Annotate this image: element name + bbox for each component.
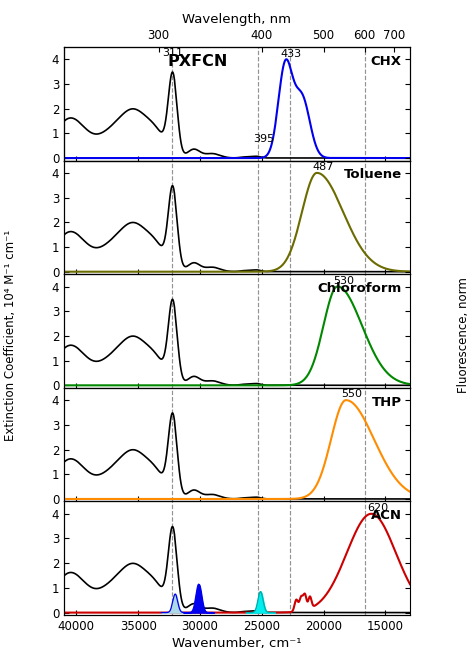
Text: PXFCN: PXFCN — [167, 54, 228, 69]
Text: 487: 487 — [312, 162, 334, 172]
Text: CHX: CHX — [371, 55, 401, 68]
Text: 311: 311 — [162, 48, 183, 58]
Text: Fluorescence, norm: Fluorescence, norm — [457, 277, 470, 393]
Text: 530: 530 — [333, 276, 354, 286]
Text: THP: THP — [372, 396, 401, 409]
Text: Toluene: Toluene — [344, 168, 401, 182]
Text: 620: 620 — [367, 503, 388, 513]
Text: 395: 395 — [254, 135, 275, 145]
Text: 433: 433 — [281, 48, 302, 58]
Text: 550: 550 — [342, 389, 363, 399]
Text: Chloroform: Chloroform — [318, 282, 401, 295]
X-axis label: Wavelength, nm: Wavelength, nm — [182, 13, 292, 27]
Text: ACN: ACN — [371, 509, 401, 523]
Text: Extinction Coefficient, 10⁴ M⁻¹ cm⁻¹: Extinction Coefficient, 10⁴ M⁻¹ cm⁻¹ — [4, 229, 17, 441]
X-axis label: Wavenumber, cm⁻¹: Wavenumber, cm⁻¹ — [172, 637, 302, 650]
